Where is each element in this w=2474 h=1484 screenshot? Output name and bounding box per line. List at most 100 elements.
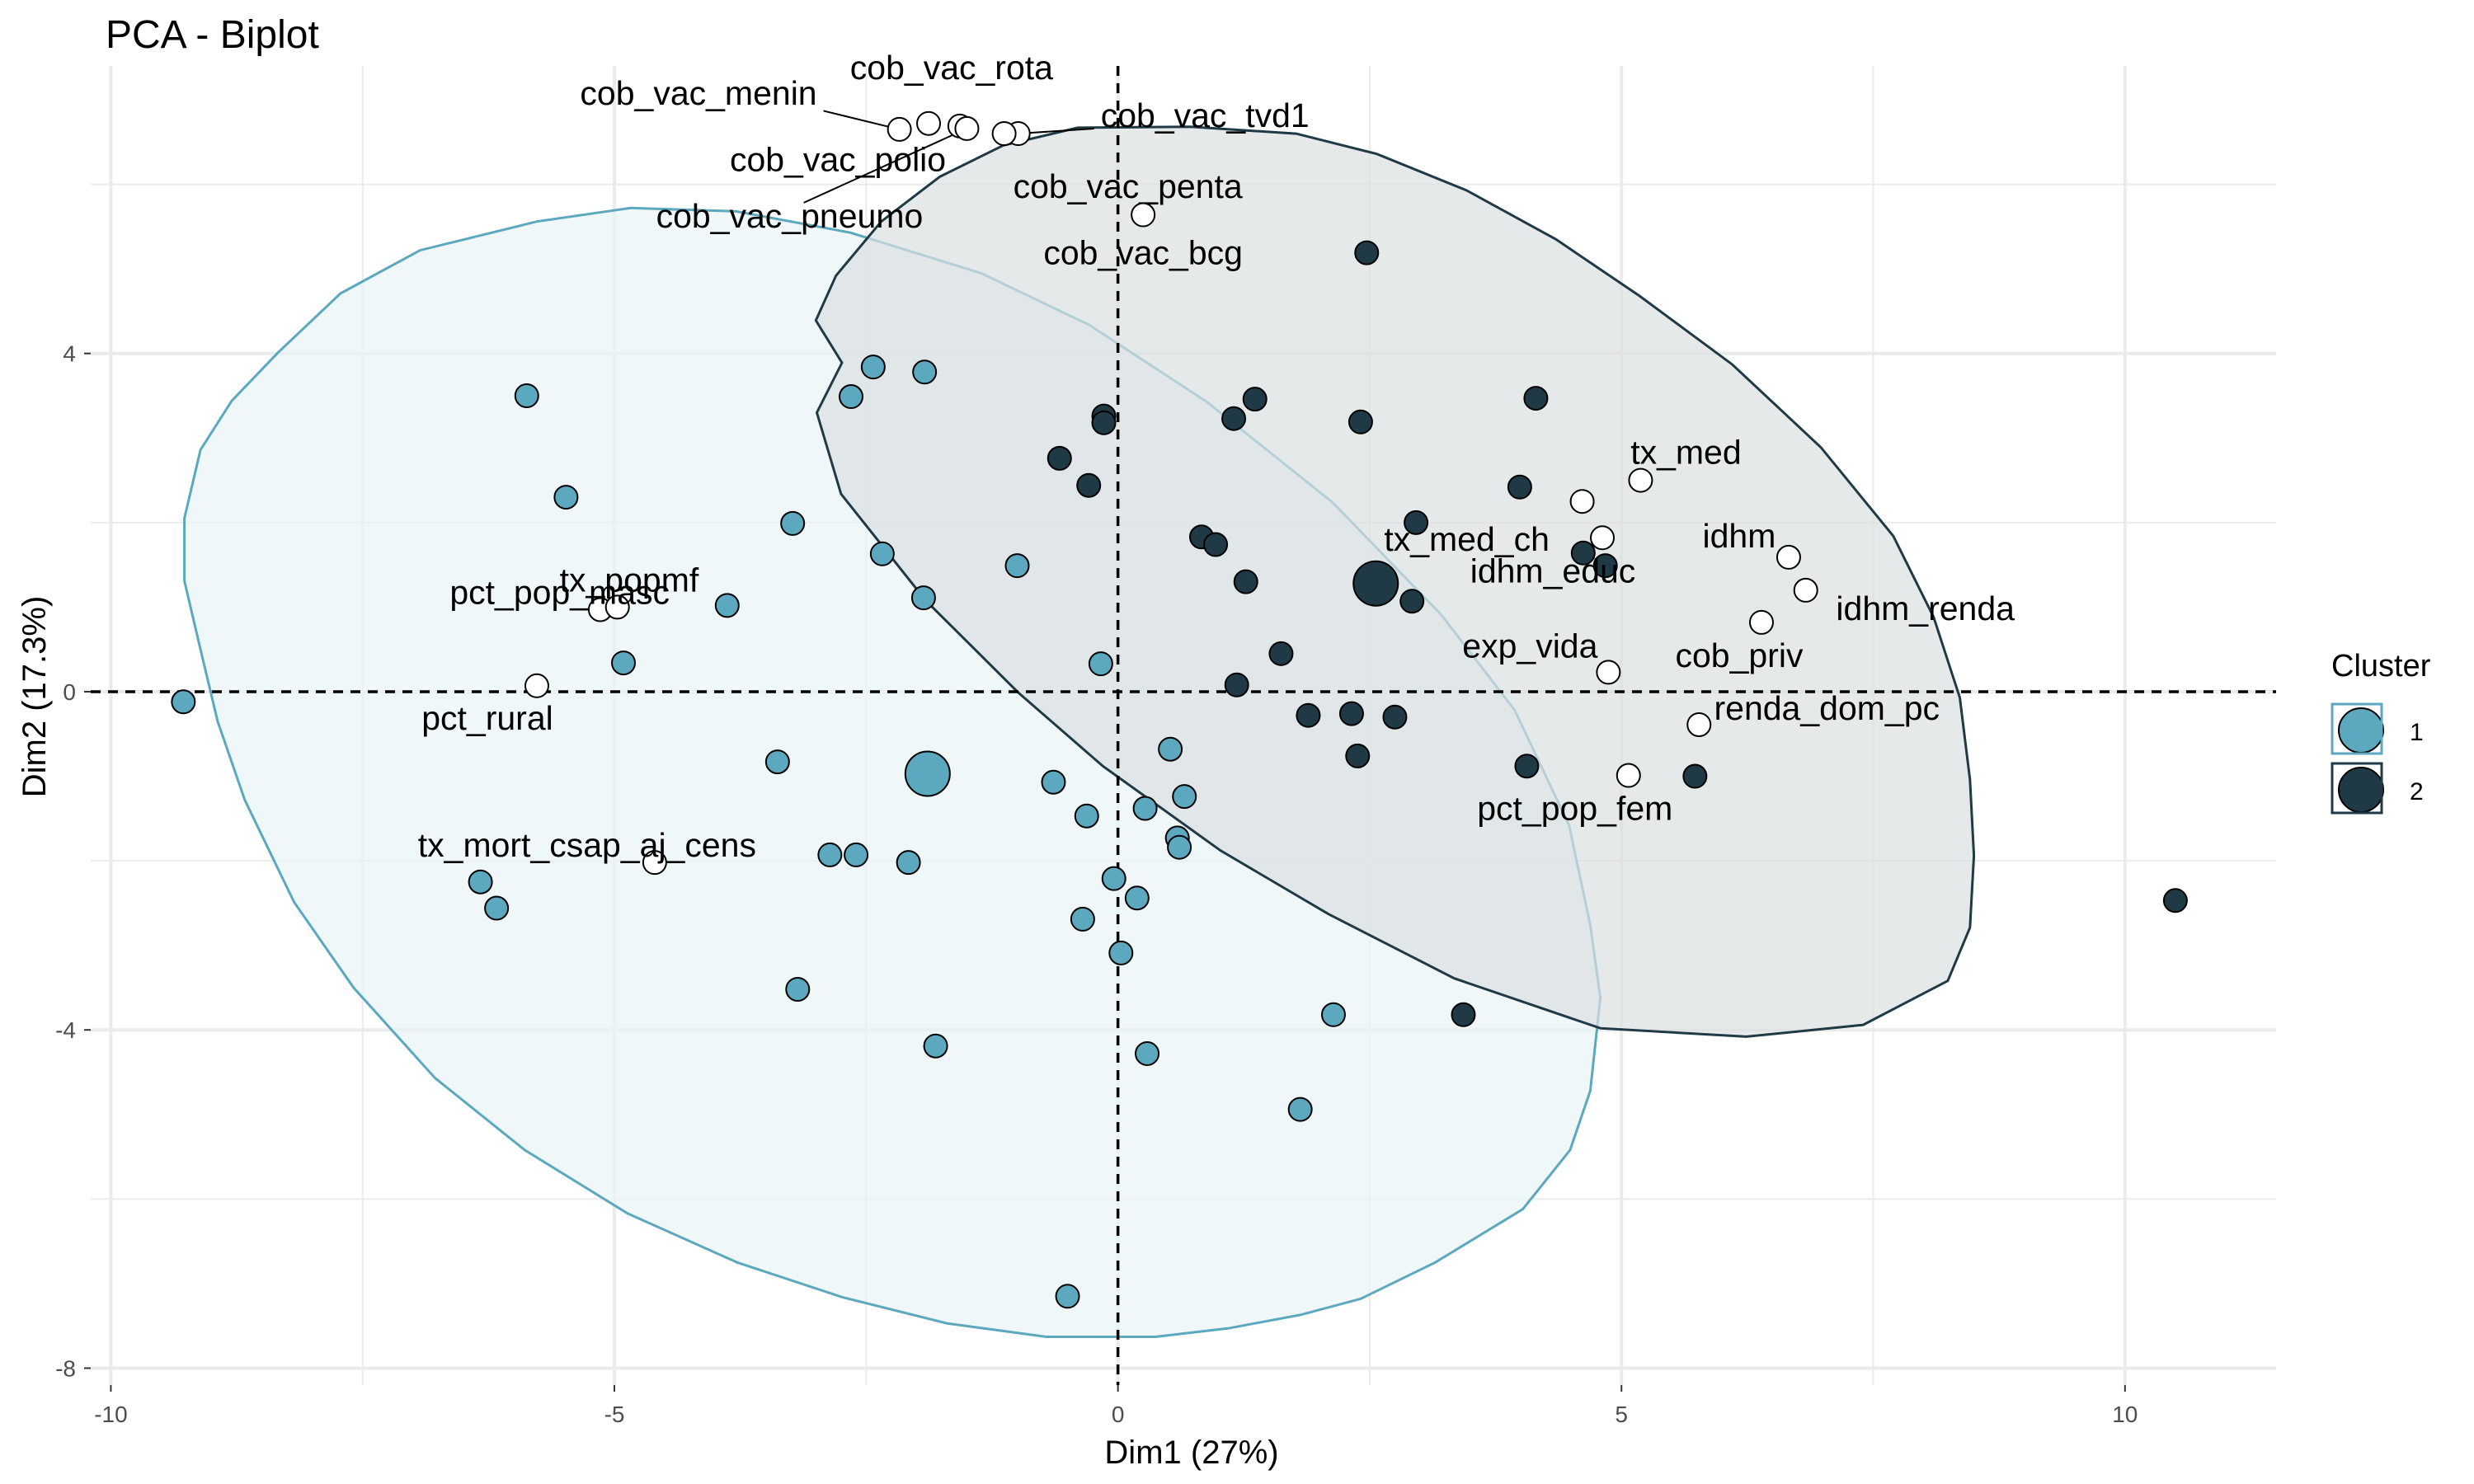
cluster-1-point — [764, 749, 790, 775]
variable-point — [1628, 467, 1653, 493]
cluster-2-point — [2162, 888, 2188, 913]
label-leader-lines — [803, 110, 1094, 204]
variable-label: cob_vac_pneumo — [656, 197, 924, 235]
cluster-2-point — [1268, 641, 1294, 666]
cluster-1-point — [844, 842, 869, 867]
variable-label: idhm_educ — [1470, 552, 1636, 589]
cluster-1-point — [1124, 885, 1150, 911]
variable-point — [1748, 609, 1774, 635]
variable-label: cob_vac_menin — [580, 74, 816, 112]
variable-label: tx_med — [1630, 434, 1741, 472]
x-tick-label: -5 — [604, 1402, 625, 1427]
cluster-1-point — [468, 869, 493, 895]
cluster-2-point — [1224, 672, 1249, 697]
variable-label: pct_pop_fem — [1477, 790, 1672, 828]
variable-label: cob_vac_rota — [850, 49, 1053, 87]
cluster-1-point — [1172, 784, 1197, 810]
cluster-1-point — [860, 355, 886, 380]
cluster-1-point — [1108, 940, 1134, 965]
variable-label: cob_vac_polio — [730, 141, 946, 179]
cluster-1-point — [714, 593, 740, 618]
cluster-2-point — [1592, 553, 1618, 579]
legend-swatch-1 — [2338, 707, 2384, 754]
cluster-1-point — [869, 541, 895, 566]
cluster-2-point — [1507, 474, 1532, 500]
cluster-2-point — [1682, 763, 1708, 789]
y-axis-title: Dim2 (17.3%) — [16, 596, 53, 798]
cluster-2-point — [1047, 445, 1072, 471]
cluster-1-centroid — [904, 750, 951, 797]
leader-line — [803, 127, 967, 204]
cluster-1-point — [923, 1033, 948, 1059]
cluster-2-centroid — [1352, 560, 1399, 607]
cluster-2-point — [1221, 406, 1247, 431]
y-tick-label: 0 — [63, 679, 76, 705]
cluster-2-point — [1242, 387, 1268, 412]
variable-point — [991, 121, 1017, 147]
variable-point — [642, 850, 667, 876]
cluster-1-point — [1287, 1097, 1313, 1122]
cluster-1-point — [1055, 1284, 1080, 1309]
variable-label: renda_dom_pc — [1714, 689, 1940, 727]
variable-point — [604, 594, 630, 620]
cluster-1-point — [1041, 769, 1066, 795]
variable-point — [916, 110, 942, 136]
cluster-1-point — [912, 359, 938, 385]
cluster-1-point — [1167, 834, 1192, 860]
cluster-1-point — [1070, 906, 1095, 932]
variable-point — [887, 116, 912, 142]
x-tick-label: 5 — [1615, 1402, 1628, 1427]
cluster-2-point — [1076, 472, 1102, 498]
cluster-1-point — [1101, 866, 1126, 891]
variable-label: cob_vac_tvd1 — [1101, 96, 1310, 134]
cluster-1-point — [896, 850, 921, 876]
cluster-2-point — [1296, 702, 1321, 728]
reference-lines — [91, 66, 2276, 1385]
cluster-1-point — [780, 510, 806, 536]
cluster-2-point — [1203, 532, 1229, 557]
cluster-2-point — [1091, 410, 1117, 435]
legend-swatch-2 — [2338, 767, 2384, 813]
variable-label: exp_vida — [1462, 627, 1597, 665]
cluster-2-point — [1348, 409, 1373, 434]
cluster-1-point — [553, 485, 579, 510]
cluster-2-point — [1523, 386, 1549, 411]
legend-title: Cluster — [2331, 649, 2431, 683]
variable-point — [1776, 544, 1801, 570]
cluster-1-point — [817, 842, 843, 867]
variable-point — [1590, 525, 1616, 551]
cluster-2-point — [1354, 240, 1380, 265]
data-points — [171, 240, 2188, 1309]
variable-point — [1686, 711, 1712, 737]
y-tick-label: -4 — [55, 1017, 76, 1043]
cluster-2-point — [1404, 510, 1429, 535]
legend-label-2: 2 — [2410, 778, 2424, 805]
variable-point — [1793, 577, 1818, 603]
variable-label: pct_pop_masc — [449, 573, 670, 611]
cluster-1-point — [1132, 796, 1158, 821]
variable-label: idhm_renda — [1836, 589, 2015, 627]
variable-label: pct_rural — [421, 699, 553, 737]
cluster-2-point — [1451, 1002, 1476, 1027]
leader-line — [1018, 128, 1094, 135]
variable-point — [1569, 489, 1595, 514]
leader-line — [823, 110, 900, 130]
variable-label: cob_priv — [1675, 636, 1803, 674]
cluster-2-point — [1338, 701, 1364, 726]
cluster-1-point — [1135, 1040, 1160, 1066]
cluster-1-point — [785, 977, 811, 1002]
cluster-2-point — [1514, 754, 1540, 779]
variable-point — [1596, 660, 1621, 685]
cluster-2-point — [1382, 704, 1408, 730]
variable-points: cob_vac_menin cob_vac_rota cob_vac_tvd1cob… — [418, 49, 2015, 876]
variable-label: cob_vac_bcg — [1043, 234, 1243, 272]
variable-label: tx_med_ch — [1384, 520, 1550, 558]
cluster-1-point — [910, 585, 936, 611]
variable-point — [954, 115, 980, 141]
chart-title: PCA - Biplot — [106, 13, 319, 57]
x-tick-label: 10 — [2112, 1402, 2138, 1427]
cluster-1-point — [1074, 803, 1099, 829]
cluster-1-point — [484, 895, 510, 921]
x-axis-title: Dim1 (27%) — [1104, 1435, 1278, 1471]
